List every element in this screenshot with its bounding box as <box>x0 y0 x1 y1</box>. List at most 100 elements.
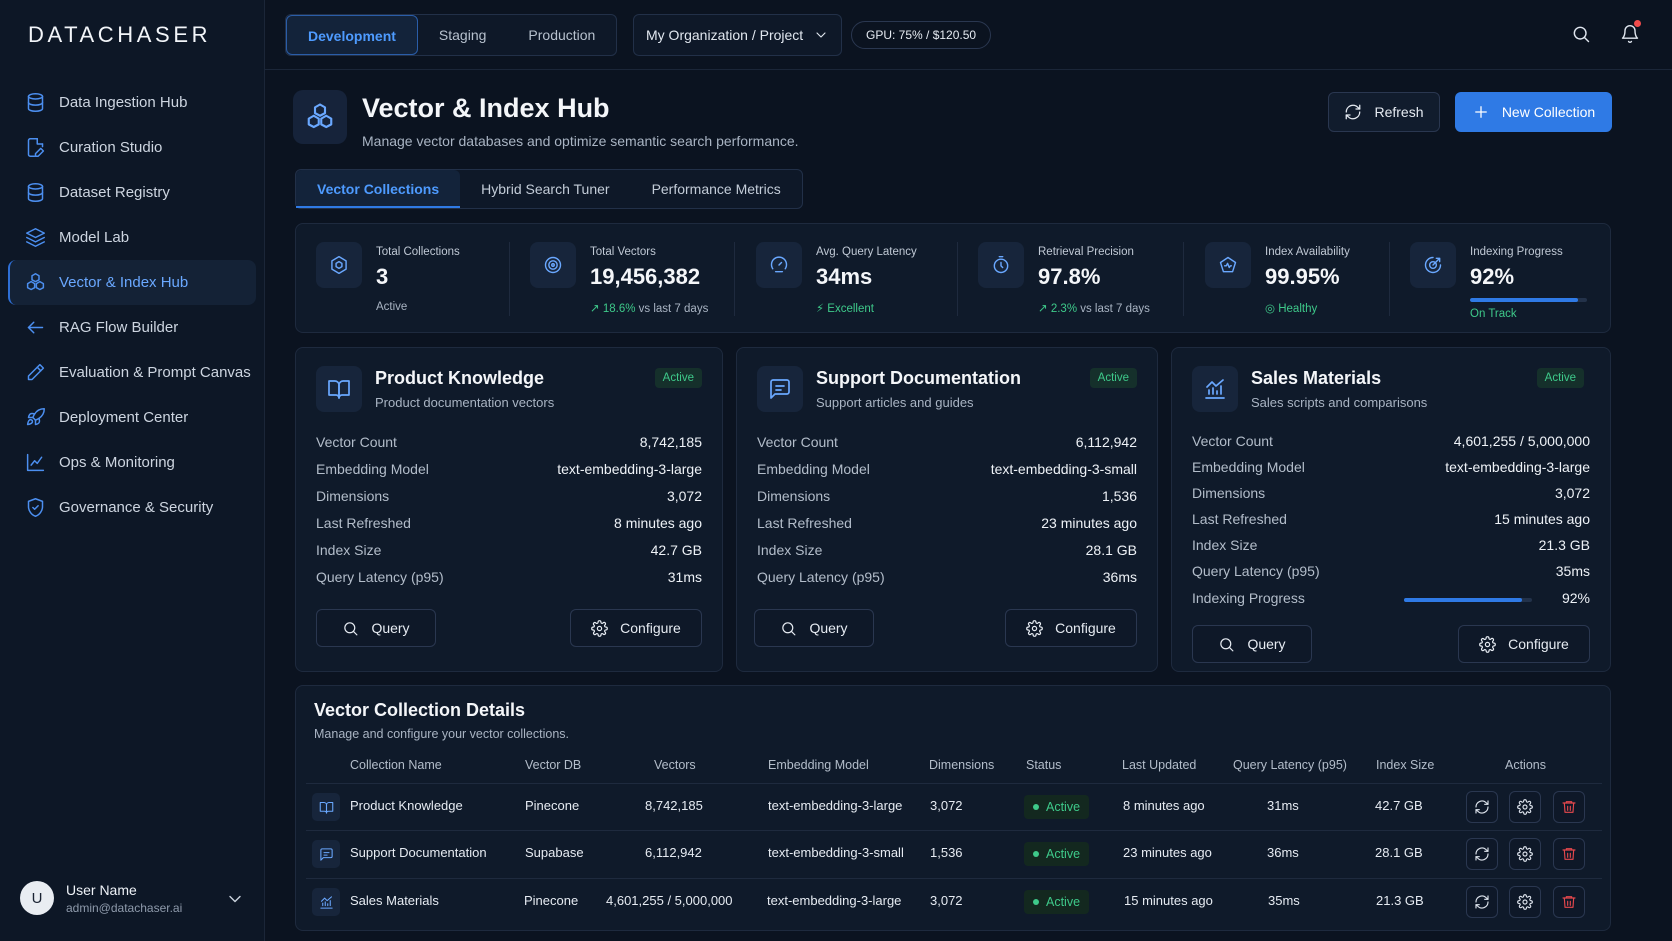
book-icon <box>319 800 334 815</box>
tab-performance-metrics[interactable]: Performance Metrics <box>651 181 781 197</box>
tab-hybrid-search-tuner[interactable]: Hybrid Search Tuner <box>481 181 610 197</box>
configure-button[interactable]: Configure <box>1005 609 1137 647</box>
column-header[interactable]: Status <box>1026 758 1062 772</box>
bar-chart-icon <box>319 895 334 910</box>
row-icon-container <box>312 793 340 821</box>
cell-latency: 36ms <box>1267 845 1299 860</box>
column-header[interactable]: Embedding Model <box>768 758 869 772</box>
sidebar-item-deployment-center[interactable]: Deployment Center <box>8 395 256 440</box>
query-label: Query <box>371 620 410 636</box>
logo-text: DATACHASER <box>28 22 212 47</box>
delete-row-button[interactable] <box>1553 791 1585 823</box>
sidebar-item-data-ingestion-hub[interactable]: Data Ingestion Hub <box>8 80 256 125</box>
stat-trend: ↗ 18.6% <box>590 303 636 315</box>
card-row: Embedding Model text-embedding-3-large <box>1192 459 1590 479</box>
card-row: Last Refreshed 15 minutes ago <box>1192 511 1590 531</box>
health-icon <box>1218 255 1238 275</box>
delete-row-button[interactable] <box>1553 886 1585 918</box>
refresh-row-button[interactable] <box>1466 791 1498 823</box>
stat-icon-container <box>756 242 802 288</box>
card-row: Query Latency (p95) 35ms <box>1192 563 1590 583</box>
column-header[interactable]: Collection Name <box>350 758 442 772</box>
delete-row-button[interactable] <box>1553 838 1585 870</box>
refresh-row-button[interactable] <box>1466 886 1498 918</box>
card-icon-container <box>316 366 362 412</box>
cell-size: 21.3 GB <box>1376 893 1424 908</box>
query-button[interactable]: Query <box>1192 625 1312 663</box>
table-row[interactable]: Sales Materials Pinecone 4,601,255 / 5,0… <box>306 878 1602 924</box>
env-tab-staging[interactable]: Staging <box>438 27 487 43</box>
progress-fill <box>1404 598 1522 602</box>
row-value: text-embedding-3-large <box>1445 459 1590 475</box>
table-row[interactable]: Product Knowledge Pinecone 8,742,185 tex… <box>306 783 1602 829</box>
row-key: Embedding Model <box>757 461 870 477</box>
pencil-icon <box>25 362 46 383</box>
sidebar-item-dataset-registry[interactable]: Dataset Registry <box>8 170 256 215</box>
refresh-icon <box>1474 799 1490 815</box>
configure-label: Configure <box>1055 620 1116 636</box>
status-badge: Active <box>1024 842 1090 866</box>
row-key: Vector Count <box>316 434 397 450</box>
stat-value: 3 <box>376 264 389 289</box>
sidebar-item-curation-studio[interactable]: Curation Studio <box>8 125 256 170</box>
query-button[interactable]: Query <box>316 609 436 647</box>
message-icon <box>768 377 792 401</box>
bar-chart-icon <box>1203 377 1227 401</box>
sidebar-item-vector-index-hub[interactable]: Vector & Index Hub <box>8 260 256 305</box>
sidebar-item-evaluation-prompt-canvas[interactable]: Evaluation & Prompt Canvas <box>8 350 256 395</box>
configure-row-button[interactable] <box>1509 838 1541 870</box>
column-header[interactable]: Vector DB <box>525 758 582 772</box>
configure-row-button[interactable] <box>1509 886 1541 918</box>
sidebar-item-label: Data Ingestion Hub <box>59 94 188 111</box>
org-project-selector[interactable]: My Organization / Project <box>633 14 843 56</box>
gpu-usage-badge: GPU: 75% / $120.50 <box>851 21 992 49</box>
row-value: 6,112,942 <box>1075 434 1137 450</box>
stat-icon-container <box>316 242 362 288</box>
sidebar-item-ops-monitoring[interactable]: Ops & Monitoring <box>8 440 256 485</box>
table-row[interactable]: Support Documentation Supabase 6,112,942… <box>306 830 1602 876</box>
brand-logo[interactable]: DATACHASER <box>28 22 211 48</box>
stat-label: Indexing Progress <box>1470 246 1563 258</box>
card-title: Sales Materials <box>1251 368 1382 388</box>
line-chart-icon <box>25 452 46 473</box>
refresh-button[interactable]: Refresh <box>1328 92 1440 132</box>
sidebar-item-label: Evaluation & Prompt Canvas <box>59 364 251 381</box>
configure-button[interactable]: Configure <box>1458 625 1590 663</box>
sidebar-item-label: RAG Flow Builder <box>59 319 179 336</box>
chevron-down-icon[interactable] <box>225 889 245 909</box>
row-value: 1,536 <box>1101 488 1137 504</box>
env-tab-production[interactable]: Production <box>528 27 596 43</box>
configure-button[interactable]: Configure <box>570 609 702 647</box>
database-icon <box>25 92 46 113</box>
card-row: Vector Count 4,601,255 / 5,000,000 <box>1192 433 1590 453</box>
sidebar-item-label: Dataset Registry <box>59 184 170 201</box>
stats-panel: Total Collections 3 Active Total Vectors… <box>295 223 1611 333</box>
row-key: Indexing Progress <box>1192 590 1305 606</box>
env-tab-development[interactable]: Development <box>286 15 418 55</box>
new-collection-button[interactable]: New Collection <box>1455 92 1612 132</box>
tab-vector-collections[interactable]: Vector Collections <box>296 170 461 208</box>
trash-icon <box>1561 894 1577 910</box>
refresh-row-button[interactable] <box>1466 838 1498 870</box>
row-value: 15 minutes ago <box>1494 511 1590 527</box>
user-menu[interactable]: U User Name admin@datachaser.ai <box>20 881 245 915</box>
notifications-button[interactable] <box>1620 20 1641 44</box>
stat-trend: ↗ 2.3% <box>1038 303 1078 315</box>
row-key: Last Refreshed <box>316 515 411 531</box>
search-button[interactable] <box>1571 24 1591 44</box>
configure-row-button[interactable] <box>1509 791 1541 823</box>
column-header[interactable]: Query Latency (p95) <box>1233 758 1347 772</box>
column-header[interactable]: Vectors <box>654 758 696 772</box>
cell-dims: 3,072 <box>930 798 963 813</box>
sidebar-item-governance-security[interactable]: Governance & Security <box>8 485 256 530</box>
user-email: admin@datachaser.ai <box>66 900 183 915</box>
cell-updated: 15 minutes ago <box>1124 893 1213 908</box>
column-header[interactable]: Index Size <box>1376 758 1435 772</box>
sidebar-item-rag-flow-builder[interactable]: RAG Flow Builder <box>8 305 256 350</box>
query-button[interactable]: Query <box>754 609 874 647</box>
rocket-icon <box>25 407 46 428</box>
sidebar-item-model-lab[interactable]: Model Lab <box>8 215 256 260</box>
column-header[interactable]: Dimensions <box>929 758 995 772</box>
row-value: 31ms <box>667 569 702 585</box>
column-header[interactable]: Last Updated <box>1122 758 1197 772</box>
